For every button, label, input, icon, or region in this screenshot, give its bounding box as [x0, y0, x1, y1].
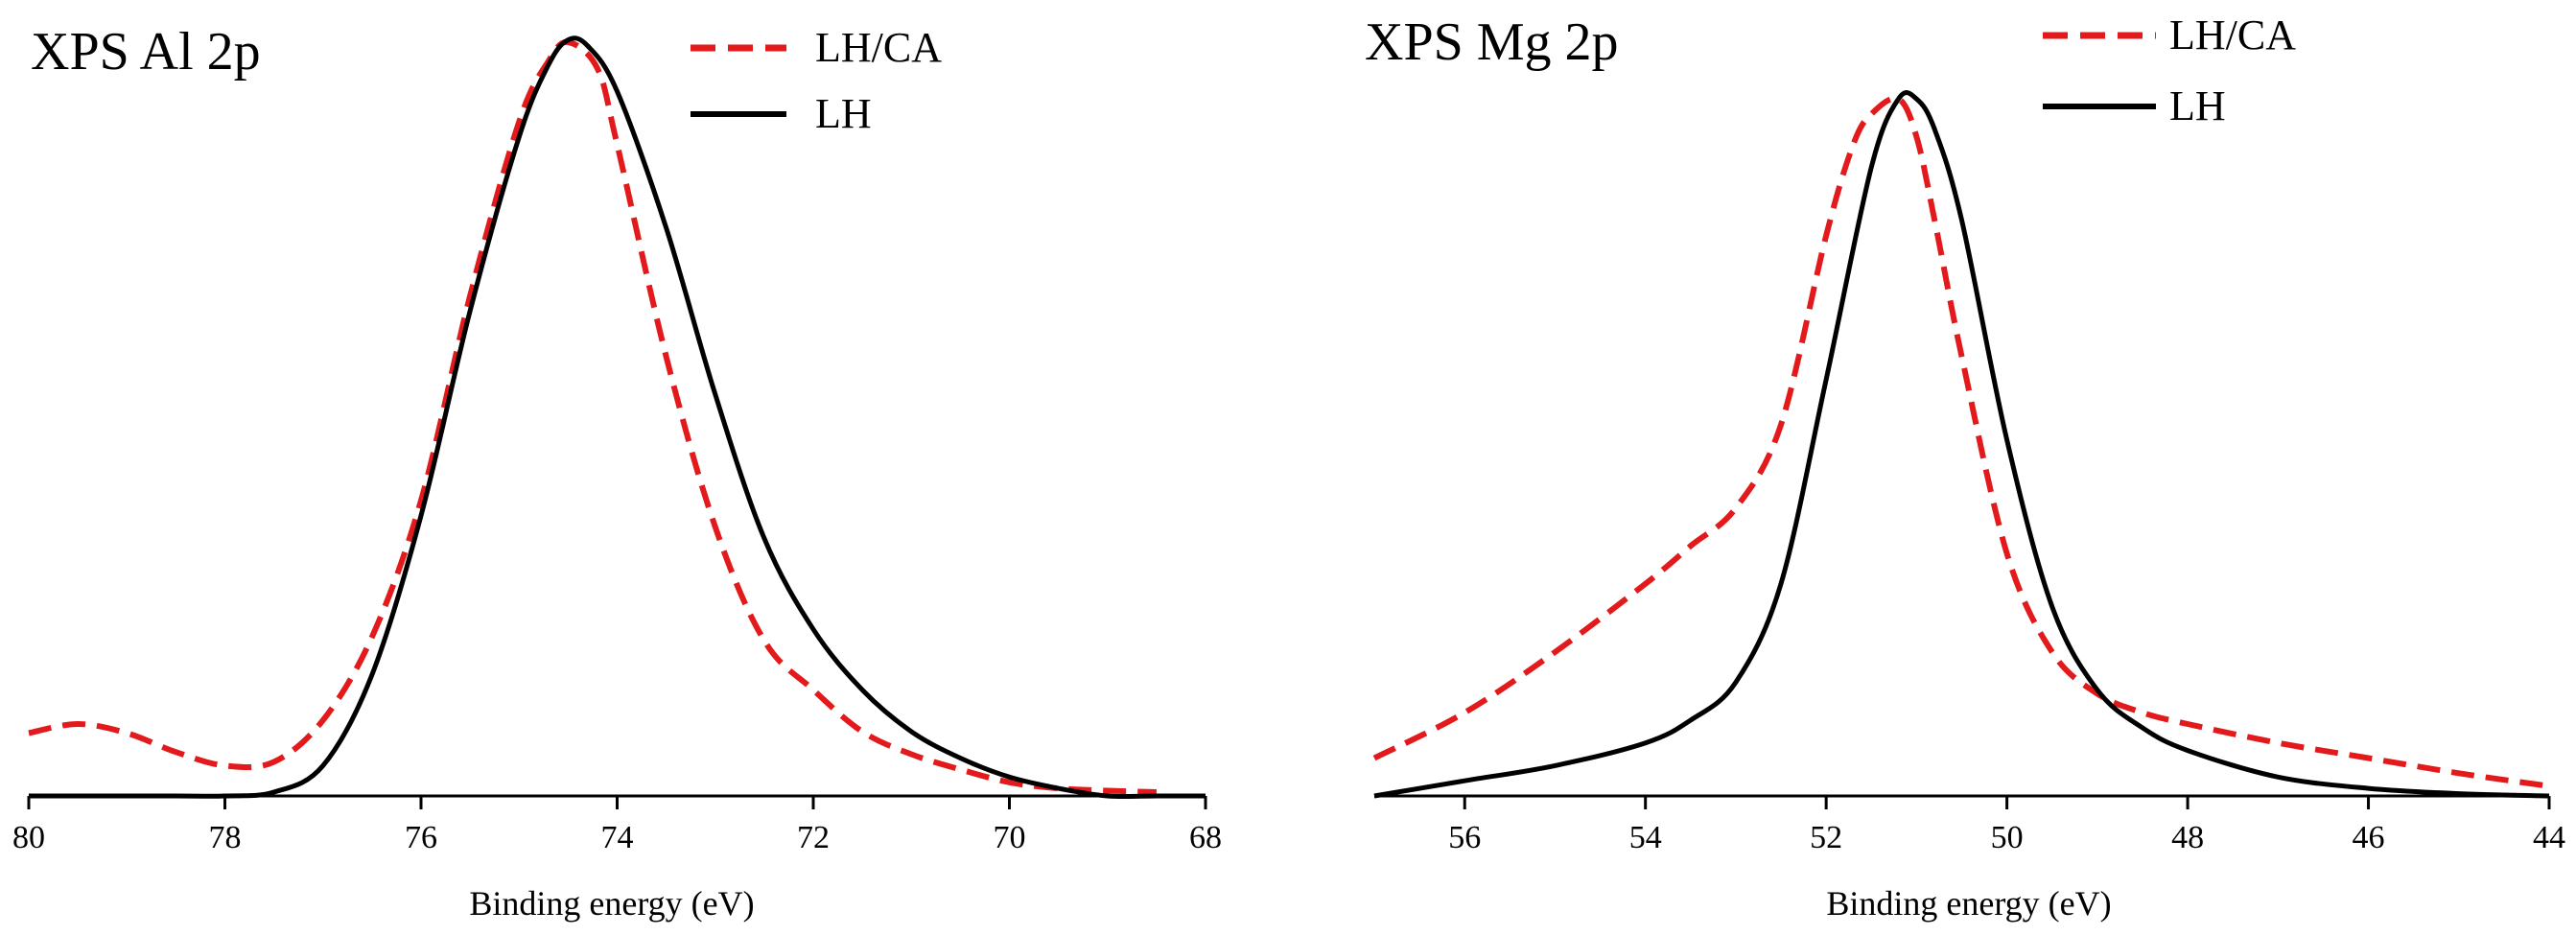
x-tick-label: 74 [601, 820, 634, 855]
legend: LH/CA LH [691, 24, 942, 137]
x-tick-label: 76 [405, 820, 437, 855]
series-line-lh [1373, 90, 2550, 799]
panel-title: XPS Al 2p [31, 22, 261, 82]
series-line-lh [29, 35, 1206, 800]
panel-mg-2p: XPS Mg 2p LH/CA LH 56 54 52 50 48 46 44 Bindin… [1365, 12, 2565, 923]
x-axis: 56 54 52 50 48 46 44 [1374, 794, 2565, 855]
x-tick-label: 48 [2171, 820, 2204, 855]
legend-label-lh: LH [2169, 82, 2226, 129]
series-line-lh-ca [28, 38, 1157, 795]
x-tick-label: 46 [2353, 820, 2385, 855]
series-line-lh-ca [1372, 95, 2550, 789]
x-tick-label: 54 [1629, 820, 1662, 855]
x-tick-label: 50 [1991, 820, 2024, 855]
panel-title: XPS Mg 2p [1365, 12, 1619, 72]
series-layer [1372, 90, 2550, 799]
x-tick-label: 68 [1189, 820, 1222, 855]
x-tick-label: 44 [2533, 820, 2565, 855]
x-tick-label: 52 [1810, 820, 1842, 855]
x-tick-label: 78 [209, 820, 242, 855]
legend-label-lh: LH [815, 90, 872, 137]
series-layer [28, 35, 1206, 800]
panel-al-2p: XPS Al 2p LH/CA LH 80 78 76 74 72 70 68 Bindin… [12, 22, 1222, 923]
x-tick-label: 80 [12, 820, 45, 855]
x-tick-label: 56 [1448, 820, 1481, 855]
x-tick-label: 72 [797, 820, 830, 855]
legend-label-lh-ca: LH/CA [2169, 12, 2296, 58]
x-axis: 80 78 76 74 72 70 68 [12, 794, 1222, 855]
legend-label-lh-ca: LH/CA [815, 24, 942, 71]
x-tick-label: 70 [994, 820, 1026, 855]
x-axis-title: Binding energy (eV) [469, 884, 754, 923]
x-axis-title: Binding energy (eV) [1826, 884, 2111, 923]
legend: LH/CA LH [2043, 12, 2296, 129]
